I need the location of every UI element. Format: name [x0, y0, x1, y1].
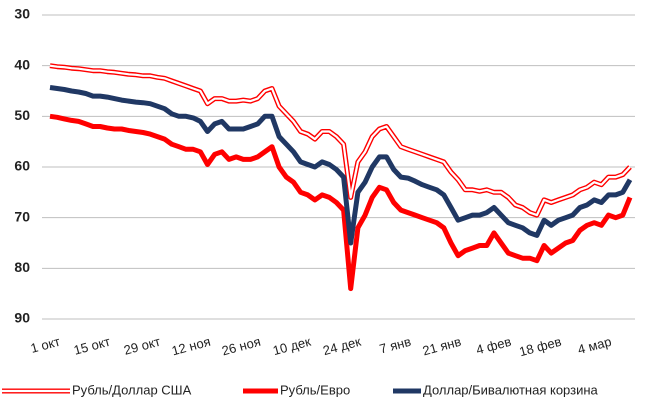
series-line: [49, 113, 633, 292]
x-tick-label: 15 окт: [72, 334, 112, 358]
legend-label: Доллар/Бивалютная корзина: [423, 382, 599, 397]
x-tick-label: 7 янв: [378, 334, 413, 357]
x-tick-label: 12 ноя: [170, 334, 212, 359]
series-line-inner: [49, 64, 631, 217]
legend-label: Рубль/Евро: [280, 382, 350, 397]
y-tick-label: 80: [14, 259, 30, 275]
y-tick-label: 70: [14, 208, 30, 224]
y-tick-label: 50: [14, 107, 30, 123]
x-tick-label: 10 дек: [271, 334, 312, 359]
y-tick-label: 60: [14, 158, 30, 174]
series-line: [49, 85, 633, 246]
x-tick-label: 18 фев: [518, 334, 563, 360]
x-tick-label: 4 фев: [474, 334, 512, 358]
y-tick-label: 40: [14, 56, 30, 72]
x-tick-label: 26 ноя: [220, 334, 262, 359]
x-tick-label: 1 окт: [29, 334, 62, 356]
x-tick-label: 21 янв: [421, 334, 463, 359]
x-tick-label: 24 дек: [321, 334, 362, 359]
y-tick-label: 90: [14, 310, 30, 326]
y-tick-label: 30: [14, 6, 30, 22]
x-tick-label: 4 мар: [576, 334, 613, 357]
x-tick-label: 29 окт: [122, 334, 162, 358]
legend-label: Рубль/Доллар США: [72, 382, 192, 397]
